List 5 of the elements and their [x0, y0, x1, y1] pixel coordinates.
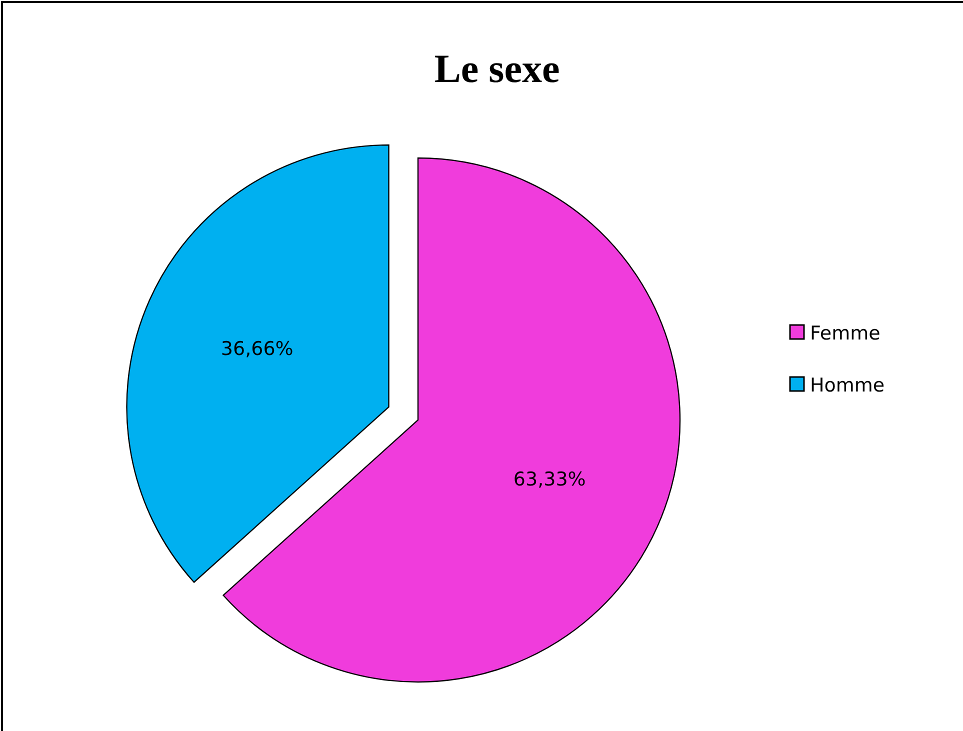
legend-label: Femme — [810, 322, 880, 345]
legend-label: Homme — [810, 374, 885, 397]
data-label: 36,66% — [220, 338, 294, 360]
data-label: 63,33% — [513, 468, 586, 490]
chart-title: Le sexe — [434, 46, 560, 91]
